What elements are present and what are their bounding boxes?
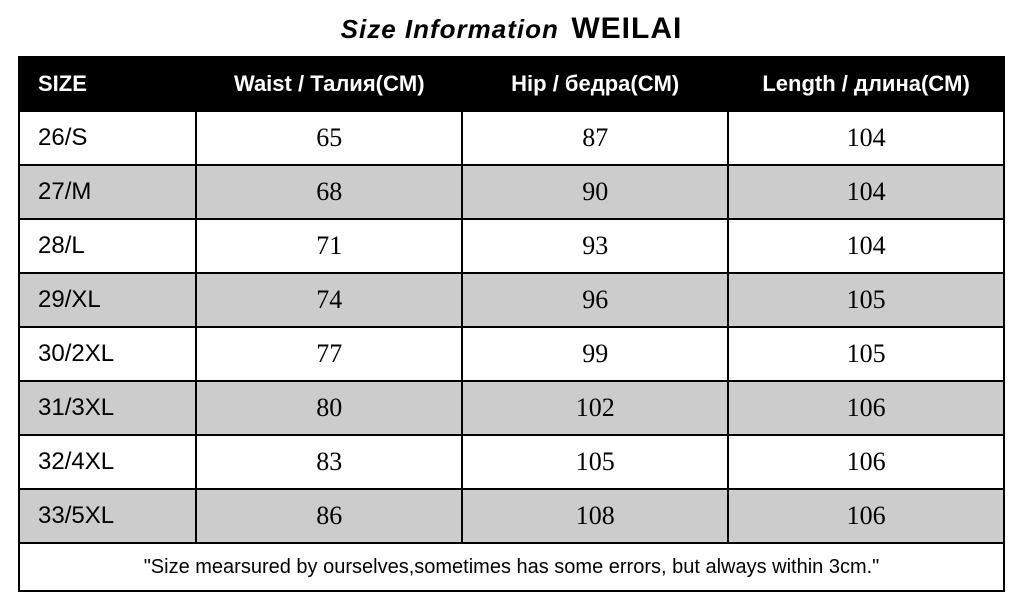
value-cell: 106 [728,381,1004,435]
size-cell: 29/XL [19,273,196,327]
size-cell: 30/2XL [19,327,196,381]
value-cell: 80 [196,381,462,435]
size-cell: 33/5XL [19,489,196,543]
table-row: 32/4XL 83 105 106 [19,435,1004,489]
col-header-size: SIZE [19,57,196,111]
value-cell: 96 [462,273,728,327]
table-footnote-row: "Size mearsured by ourselves,sometimes h… [19,543,1004,591]
table-row: 27/M 68 90 104 [19,165,1004,219]
value-cell: 108 [462,489,728,543]
value-cell: 65 [196,111,462,165]
value-cell: 106 [728,489,1004,543]
title-label: Size Information [341,14,559,44]
table-row: 31/3XL 80 102 106 [19,381,1004,435]
size-cell: 32/4XL [19,435,196,489]
value-cell: 74 [196,273,462,327]
size-cell: 31/3XL [19,381,196,435]
value-cell: 87 [462,111,728,165]
value-cell: 105 [462,435,728,489]
value-cell: 71 [196,219,462,273]
table-row: 28/L 71 93 104 [19,219,1004,273]
table-header-row: SIZE Waist / Талия(CM) Hip / бедра(CM) L… [19,57,1004,111]
value-cell: 83 [196,435,462,489]
size-cell: 27/M [19,165,196,219]
value-cell: 105 [728,273,1004,327]
value-cell: 104 [728,111,1004,165]
col-header-waist: Waist / Талия(CM) [196,57,462,111]
table-row: 29/XL 74 96 105 [19,273,1004,327]
size-cell: 26/S [19,111,196,165]
value-cell: 102 [462,381,728,435]
table-row: 30/2XL 77 99 105 [19,327,1004,381]
value-cell: 105 [728,327,1004,381]
title-row: Size Information WEILAI [18,8,1005,56]
value-cell: 104 [728,219,1004,273]
value-cell: 90 [462,165,728,219]
value-cell: 86 [196,489,462,543]
col-header-hip: Hip / бедра(CM) [462,57,728,111]
value-cell: 93 [462,219,728,273]
title-brand: WEILAI [571,12,682,45]
value-cell: 68 [196,165,462,219]
value-cell: 99 [462,327,728,381]
table-row: 33/5XL 86 108 106 [19,489,1004,543]
size-table: SIZE Waist / Талия(CM) Hip / бедра(CM) L… [18,56,1005,592]
table-row: 26/S 65 87 104 [19,111,1004,165]
table-footnote: "Size mearsured by ourselves,sometimes h… [19,543,1004,591]
value-cell: 106 [728,435,1004,489]
value-cell: 77 [196,327,462,381]
value-cell: 104 [728,165,1004,219]
size-cell: 28/L [19,219,196,273]
col-header-length: Length / длина(CM) [728,57,1004,111]
